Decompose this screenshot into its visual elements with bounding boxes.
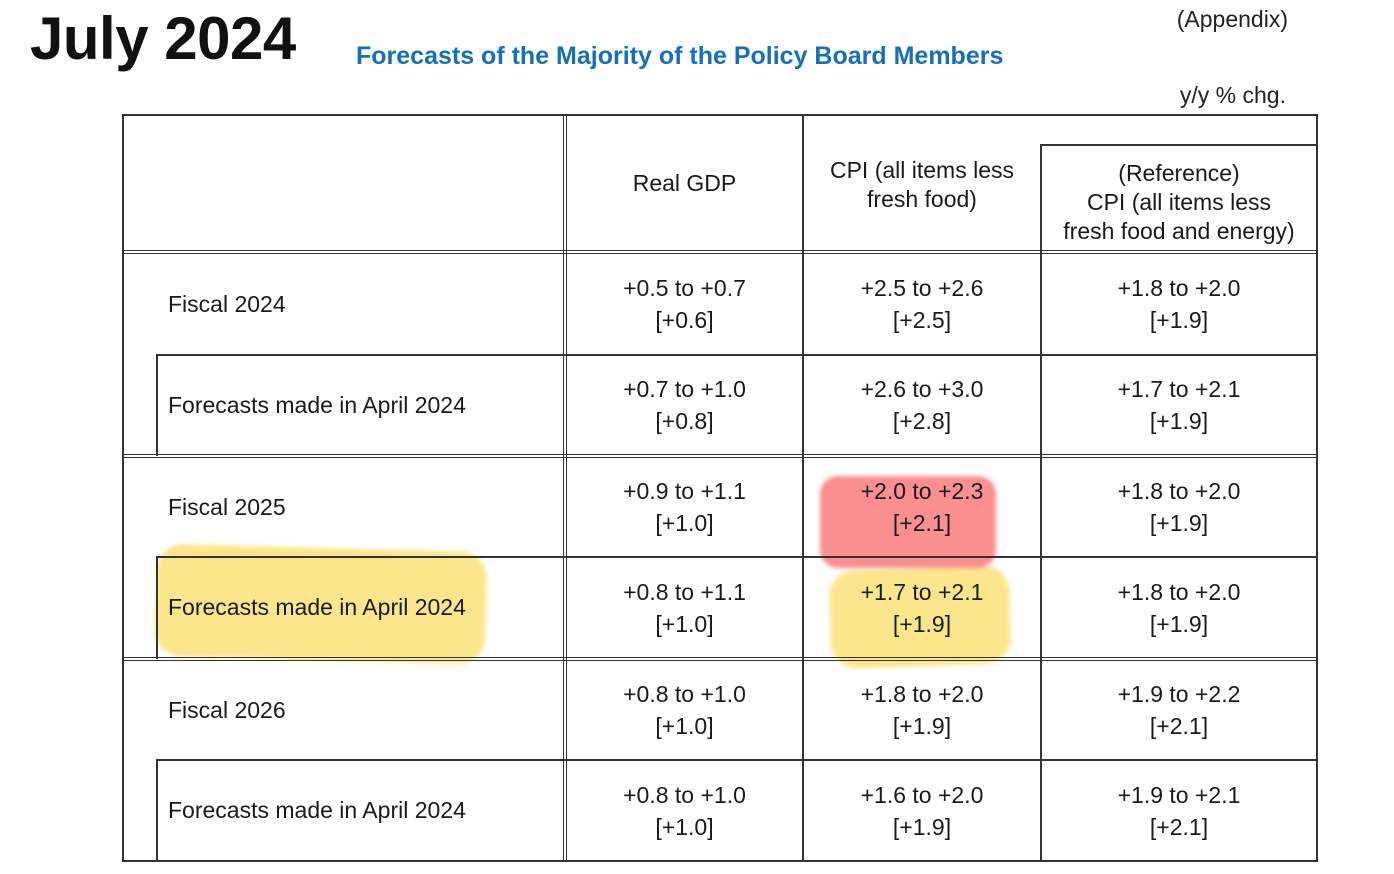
table-cell: +1.8 to +2.0 [+1.9] (1042, 458, 1316, 556)
forecast-range: +1.9 to +2.2 (1117, 681, 1241, 707)
forecast-median: [+1.0] (655, 610, 714, 637)
header-line: Real GDP (632, 170, 737, 196)
table-cell: +2.0 to +2.3 [+2.1] (804, 458, 1040, 556)
forecast-median: [+1.0] (655, 713, 714, 739)
forecast-range: +0.8 to +1.1 (623, 578, 746, 605)
header-line: CPI (all items less (1086, 188, 1272, 215)
page-title: July 2024 (30, 5, 296, 72)
row-label-april-forecast-2024: Forecasts made in April 2024 (168, 391, 466, 418)
row-label-fiscal-2026: Fiscal 2026 (168, 696, 286, 723)
table-cell: +1.9 to +2.1 [+2.1] (1042, 761, 1316, 860)
forecast-range: +2.5 to +2.6 (860, 275, 984, 301)
forecast-range: +0.8 to +1.0 (623, 681, 746, 707)
forecast-median: [+2.8] (892, 408, 952, 434)
table-cell: +2.6 to +3.0 [+2.8] (804, 356, 1040, 454)
header-line: CPI (all items less (829, 157, 1015, 183)
table-cell: +0.7 to +1.0 [+0.8] (567, 356, 802, 454)
red-highlight-cpi (820, 476, 996, 568)
table-cell: +1.8 to +2.0 [+1.9] (1042, 558, 1316, 657)
table-cell: +1.6 to +2.0 [+1.9] (804, 761, 1040, 860)
forecast-range: +1.8 to +2.0 (1117, 275, 1241, 301)
forecast-median: [+1.9] (1149, 307, 1209, 333)
header-core-cpi: CPI (all items less fresh food) (804, 140, 1040, 230)
row-label-april-forecast-2026: Forecasts made in April 2024 (168, 797, 466, 823)
forecast-median: [+1.9] (892, 813, 952, 840)
forecast-range: +1.9 to +2.1 (1117, 781, 1241, 808)
table-cell: +1.8 to +2.0 [+1.9] (804, 661, 1040, 759)
forecast-median: [+1.9] (1149, 408, 1209, 434)
forecast-range: +0.8 to +1.0 (623, 781, 746, 808)
forecast-range: +1.8 to +2.0 (1117, 478, 1241, 504)
forecast-median: [+1.0] (655, 510, 714, 536)
forecast-median: [+2.1] (1149, 813, 1209, 840)
forecast-median: [+1.9] (1149, 610, 1209, 637)
forecast-range: +1.8 to +2.0 (1117, 578, 1241, 605)
header-real-gdp: Real GDP (567, 114, 802, 252)
appendix-label: (Appendix) (1176, 6, 1288, 32)
header-line: fresh food and energy) (1063, 217, 1295, 244)
table-cell: +1.8 to +2.0 [+1.9] (1042, 254, 1316, 354)
forecast-range: +0.9 to +1.1 (623, 478, 746, 504)
forecast-range: +0.5 to +0.7 (623, 275, 746, 301)
table-cell: +1.7 to +2.1 [+1.9] (804, 558, 1040, 657)
table-subtitle: Forecasts of the Majority of the Policy … (356, 42, 1004, 70)
forecast-range: +2.6 to +3.0 (860, 376, 984, 402)
table-cell: +1.9 to +2.2 [+2.1] (1042, 661, 1316, 759)
forecast-median: [+1.9] (1149, 510, 1209, 536)
forecast-median: [+0.8] (655, 408, 714, 434)
forecast-median: [+2.5] (892, 307, 952, 333)
table-cell: +2.5 to +2.6 [+2.5] (804, 254, 1040, 354)
header-reference-cpi: (Reference) CPI (all items less fresh fo… (1042, 152, 1316, 252)
header-line: (Reference) (1118, 159, 1240, 186)
forecast-range: +1.7 to +2.1 (1117, 376, 1241, 402)
table-cell: +1.7 to +2.1 [+1.9] (1042, 356, 1316, 454)
forecast-range: +1.6 to +2.0 (860, 781, 984, 808)
row-label-fiscal-2025: Fiscal 2025 (168, 493, 286, 520)
forecast-range: +2.0 to +2.3 (860, 478, 984, 504)
table-cell: +0.5 to +0.7 [+0.6] (567, 254, 802, 354)
forecast-range: +1.7 to +2.1 (860, 578, 984, 605)
header-line: fresh food) (867, 186, 977, 212)
forecast-median: [+2.1] (1149, 713, 1209, 739)
forecast-range: +0.7 to +1.0 (623, 376, 746, 402)
table-cell: +0.8 to +1.0 [+1.0] (567, 661, 802, 759)
row-label-fiscal-2024: Fiscal 2024 (168, 290, 286, 317)
forecast-median: [+1.0] (655, 813, 714, 840)
table-cell: +0.9 to +1.1 [+1.0] (567, 458, 802, 556)
forecast-table: Real GDP CPI (all items less fresh food)… (122, 114, 1318, 862)
unit-label: y/y % chg. (1179, 82, 1286, 108)
row-label-april-forecast-2025: Forecasts made in April 2024 (168, 594, 466, 620)
forecast-median: [+1.9] (892, 713, 952, 739)
forecast-median: [+1.9] (892, 610, 952, 637)
table-cell: +0.8 to +1.1 [+1.0] (567, 558, 802, 657)
forecast-range: +1.8 to +2.0 (860, 681, 984, 707)
forecast-median: [+2.1] (892, 510, 952, 536)
forecast-median: [+0.6] (655, 307, 714, 333)
table-cell: +0.8 to +1.0 [+1.0] (567, 761, 802, 860)
